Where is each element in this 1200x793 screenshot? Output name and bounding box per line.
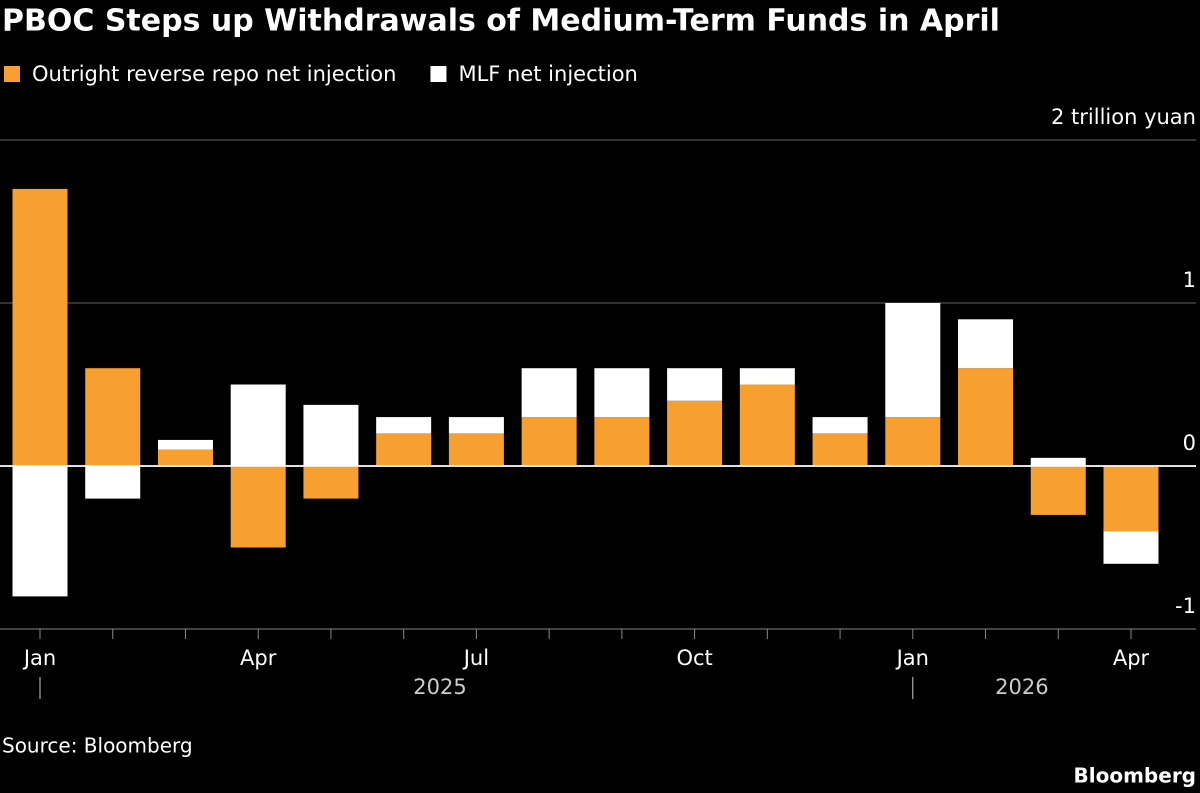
year-label: 2025 bbox=[413, 675, 466, 699]
legend-label: MLF net injection bbox=[458, 62, 637, 86]
bar bbox=[303, 404, 359, 466]
bar bbox=[85, 368, 141, 466]
x-tick-label: Jan bbox=[895, 646, 929, 670]
bar bbox=[885, 303, 941, 418]
y-tick-label: -1 bbox=[1175, 594, 1196, 618]
bar bbox=[376, 433, 432, 466]
y-tick-label: 1 bbox=[1183, 268, 1196, 292]
bar bbox=[230, 466, 286, 548]
y-tick-label: 2 trillion yuan bbox=[1051, 105, 1196, 129]
bar bbox=[303, 466, 359, 499]
bar bbox=[667, 400, 723, 466]
bar bbox=[521, 368, 577, 418]
brand: Bloomberg bbox=[1074, 764, 1196, 788]
bar bbox=[958, 319, 1014, 369]
bar bbox=[157, 439, 213, 450]
bar bbox=[521, 417, 577, 466]
bar bbox=[1030, 457, 1086, 466]
bar bbox=[1103, 466, 1159, 532]
bar bbox=[157, 449, 213, 466]
bar bbox=[12, 188, 68, 466]
bar bbox=[1103, 531, 1159, 564]
bar bbox=[448, 417, 504, 434]
bar bbox=[85, 466, 141, 499]
bar bbox=[594, 368, 650, 418]
bar bbox=[448, 433, 504, 466]
chart-title: PBOC Steps up Withdrawals of Medium-Term… bbox=[2, 4, 1000, 39]
legend-swatch bbox=[430, 66, 447, 82]
x-tick-label: Jan bbox=[22, 646, 56, 670]
legend-swatch bbox=[4, 66, 20, 82]
bar bbox=[958, 368, 1014, 466]
y-tick-label: 0 bbox=[1183, 431, 1196, 455]
x-tick-label: Jul bbox=[462, 646, 489, 670]
bar bbox=[812, 417, 868, 434]
x-tick-label: Oct bbox=[676, 646, 712, 670]
bar bbox=[739, 384, 795, 466]
bar bbox=[1030, 466, 1086, 515]
bar bbox=[376, 417, 432, 434]
source: Source: Bloomberg bbox=[2, 734, 193, 758]
bar bbox=[739, 368, 795, 385]
bar bbox=[812, 433, 868, 466]
bar bbox=[230, 384, 286, 466]
bar bbox=[885, 417, 941, 466]
x-tick-label: Apr bbox=[240, 646, 277, 670]
year-label: 2026 bbox=[995, 675, 1048, 699]
bar bbox=[594, 417, 650, 466]
x-tick-label: Apr bbox=[1113, 646, 1150, 670]
bar bbox=[12, 466, 68, 597]
legend-label: Outright reverse repo net injection bbox=[32, 62, 396, 86]
bar bbox=[667, 368, 723, 401]
